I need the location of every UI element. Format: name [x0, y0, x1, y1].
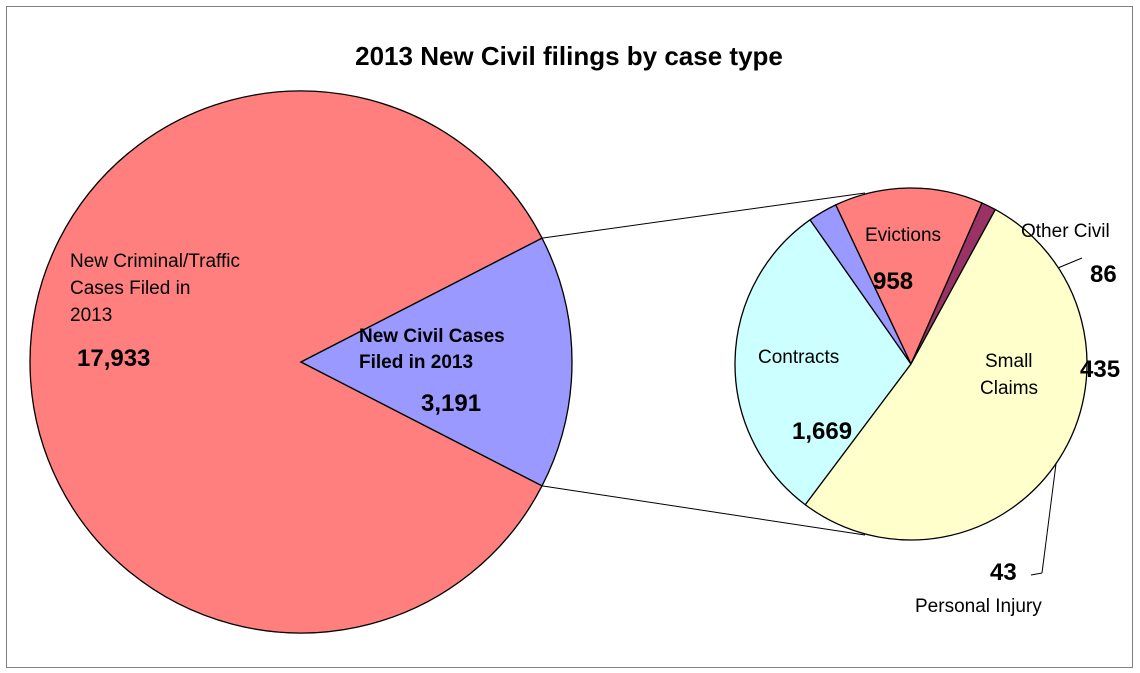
personal-injury-leader-tick — [1030, 572, 1043, 576]
personal-injury-value: 43 — [990, 559, 1017, 586]
breakdown-slice-contracts — [804, 208, 1088, 541]
criminal-label-line-1: New Criminal/Traffic — [70, 251, 240, 272]
small-claims-value: 435 — [1080, 356, 1120, 383]
breakdown-pie — [734, 187, 1088, 541]
other-civil-label: Other Civil — [1021, 221, 1110, 242]
criminal-label-line-3: 2013 — [70, 305, 112, 326]
personal-injury-label: Personal Injury — [915, 596, 1042, 617]
evictions-label: Evictions — [865, 225, 941, 246]
chart-area: 2013 New Civil filings by case type New … — [6, 6, 1133, 668]
contracts-value: 1,669 — [792, 418, 852, 445]
small-claims-label-line-2: Claims — [980, 378, 1038, 399]
connector-line-bottom — [541, 485, 866, 536]
criminal-slice-value: 17,933 — [77, 345, 150, 372]
civil-slice-value: 3,191 — [421, 390, 481, 417]
evictions-value: 958 — [873, 268, 913, 295]
civil-slice-label: New Civil Cases Filed in 2013 — [359, 326, 510, 373]
small-claims-label: Small Claims — [980, 351, 1038, 399]
small-claims-label-line-1: Small — [985, 351, 1033, 372]
chart-title: 2013 New Civil filings by case type — [355, 41, 783, 71]
main-slice-new-civil — [299, 237, 573, 487]
personal-injury-leader-line — [1041, 455, 1058, 574]
other-civil-value: 86 — [1090, 261, 1117, 288]
civil-label-line-2: Filed in 2013 — [359, 352, 473, 373]
civil-label-line-1: New Civil Cases — [359, 326, 505, 347]
connector-line-top — [541, 192, 866, 239]
breakdown-slice-small-claims — [834, 187, 983, 366]
main-pie — [29, 90, 573, 634]
pie-of-pie-chart: 2013 New Civil filings by case type New … — [29, 41, 1120, 634]
main-slice-criminal-traffic — [29, 90, 543, 634]
contracts-label: Contracts — [758, 347, 839, 368]
criminal-slice-label: New Criminal/Traffic Cases Filed in 2013 — [70, 251, 245, 326]
breakdown-slice-evictions — [734, 218, 912, 506]
criminal-label-line-2: Cases Filed in — [70, 278, 190, 299]
